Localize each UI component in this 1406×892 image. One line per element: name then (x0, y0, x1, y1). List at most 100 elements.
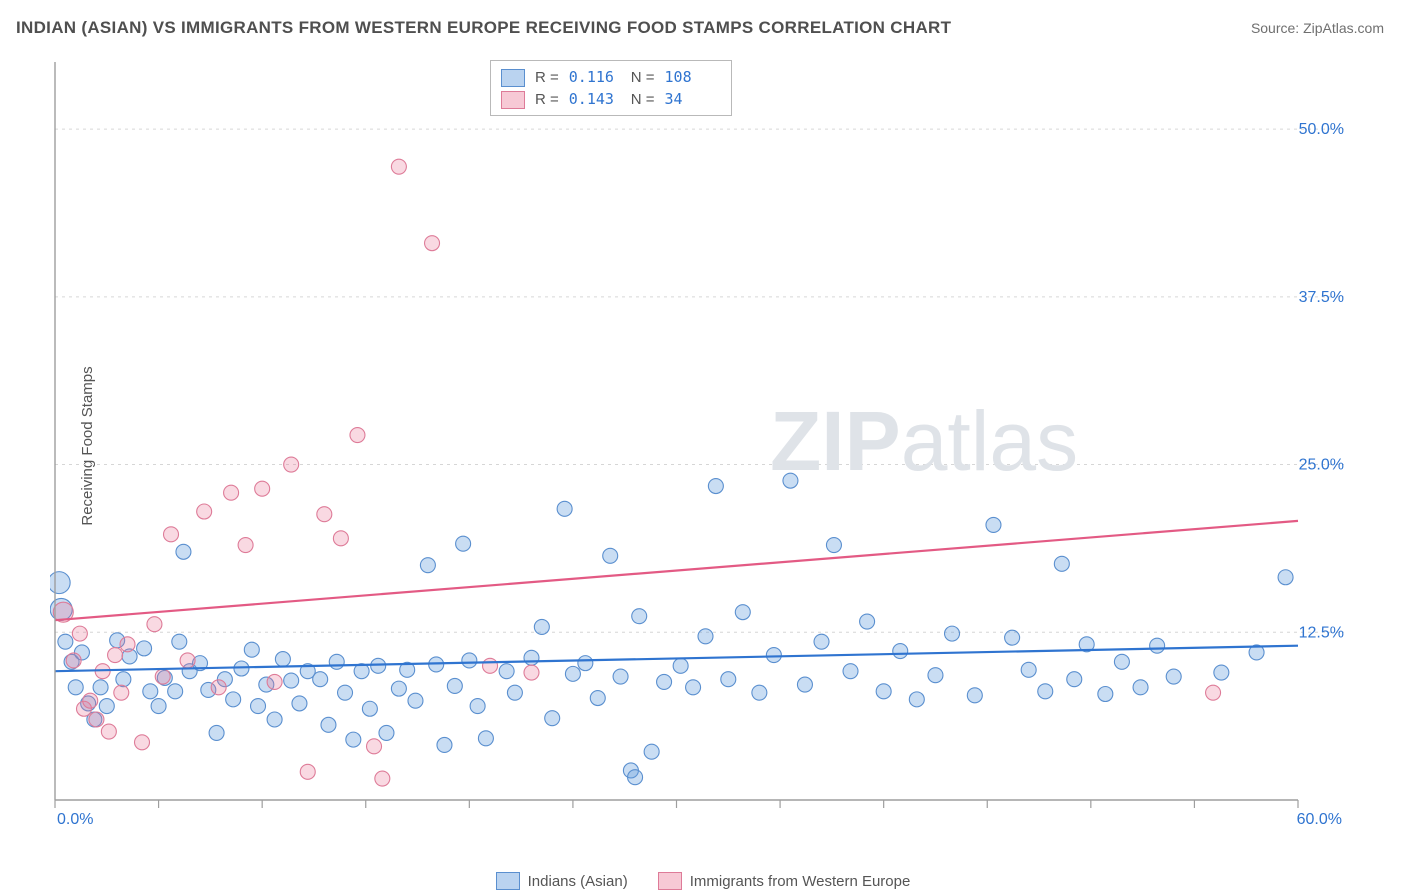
scatter-point-pink (66, 653, 81, 668)
scatter-point-blue (524, 650, 539, 665)
scatter-point-blue (843, 664, 858, 679)
scatter-point-pink (211, 680, 226, 695)
scatter-point-blue (632, 609, 647, 624)
scatter-point-blue (752, 685, 767, 700)
scatter-point-blue (50, 572, 70, 594)
scatter-point-blue (876, 684, 891, 699)
scatter-point-pink (155, 669, 170, 684)
scatter-point-pink (367, 739, 382, 754)
scatter-point-blue (698, 629, 713, 644)
scatter-point-blue (893, 644, 908, 659)
scatter-point-blue (420, 558, 435, 573)
scatter-point-blue (391, 681, 406, 696)
scatter-point-blue (928, 668, 943, 683)
scatter-point-pink (238, 538, 253, 553)
scatter-point-pink (483, 658, 498, 673)
scatter-point-blue (462, 653, 477, 668)
plot-area: ZIPatlas 12.5%25.0%37.5%50.0%0.0%60.0% R… (50, 60, 1350, 830)
scatter-point-blue (68, 680, 83, 695)
n-value-blue: 108 (665, 67, 717, 89)
scatter-point-blue (534, 619, 549, 634)
source-label: Source: ZipAtlas.com (1251, 20, 1384, 36)
scatter-point-blue (735, 605, 750, 620)
y-tick-label: 12.5% (1299, 624, 1344, 641)
watermark: ZIPatlas (770, 394, 1078, 488)
scatter-point-blue (499, 664, 514, 679)
scatter-point-blue (721, 672, 736, 687)
scatter-point-pink (350, 428, 365, 443)
scatter-point-blue (1067, 672, 1082, 687)
scatter-point-blue (628, 770, 643, 785)
scatter-point-blue (137, 641, 152, 656)
scatter-point-blue (613, 669, 628, 684)
swatch-blue (501, 69, 525, 87)
scatter-point-blue (578, 656, 593, 671)
scatter-point-blue (275, 652, 290, 667)
scatter-point-pink (300, 764, 315, 779)
scatter-point-pink (524, 665, 539, 680)
scatter-point-blue (1150, 638, 1165, 653)
scatter-point-pink (317, 507, 332, 522)
scatter-point-pink (375, 771, 390, 786)
chart-title: INDIAN (ASIAN) VS IMMIGRANTS FROM WESTER… (16, 18, 951, 38)
scatter-point-blue (986, 517, 1001, 532)
scatter-point-pink (180, 653, 195, 668)
scatter-point-blue (371, 658, 386, 673)
scatter-point-blue (209, 725, 224, 740)
scatter-point-pink (120, 637, 135, 652)
scatter-point-blue (251, 699, 266, 714)
scatter-point-pink (72, 626, 87, 641)
scatter-point-blue (565, 666, 580, 681)
scatter-point-pink (1206, 685, 1221, 700)
scatter-point-blue (766, 648, 781, 663)
scatter-point-blue (456, 536, 471, 551)
scatter-point-blue (1021, 662, 1036, 677)
scatter-point-blue (507, 685, 522, 700)
scatter-point-blue (338, 685, 353, 700)
scatter-point-blue (470, 699, 485, 714)
scatter-point-pink (114, 685, 129, 700)
scatter-point-pink (147, 617, 162, 632)
scatter-point-blue (99, 699, 114, 714)
scatter-point-pink (89, 712, 104, 727)
legend-label-pink: Immigrants from Western Europe (690, 873, 911, 890)
scatter-point-blue (151, 699, 166, 714)
scatter-point-blue (909, 692, 924, 707)
n-value-pink: 34 (665, 89, 717, 111)
scatter-point-blue (657, 674, 672, 689)
scatter-point-blue (329, 654, 344, 669)
watermark-atlas: atlas (901, 394, 1078, 488)
scatter-point-pink (224, 485, 239, 500)
scatter-point-blue (590, 691, 605, 706)
scatter-svg: ZIPatlas 12.5%25.0%37.5%50.0%0.0%60.0% (50, 60, 1350, 830)
y-tick-label: 37.5% (1299, 289, 1344, 306)
scatter-point-blue (557, 501, 572, 516)
scatter-point-blue (362, 701, 377, 716)
stats-legend-box: R = 0.116 N = 108 R = 0.143 N = 34 (490, 60, 732, 116)
scatter-point-pink (267, 674, 282, 689)
scatter-point-blue (447, 678, 462, 693)
swatch-blue (496, 872, 520, 890)
stats-row-pink: R = 0.143 N = 34 (501, 89, 717, 111)
r-value-pink: 0.143 (569, 89, 621, 111)
n-label: N = (631, 67, 655, 89)
scatter-point-blue (1114, 654, 1129, 669)
r-label: R = (535, 67, 559, 89)
legend-item-blue: Indians (Asian) (496, 872, 628, 890)
scatter-point-blue (168, 684, 183, 699)
scatter-point-blue (408, 693, 423, 708)
scatter-point-blue (783, 473, 798, 488)
x-tick-label: 0.0% (57, 811, 93, 828)
y-tick-label: 25.0% (1299, 457, 1344, 474)
scatter-point-blue (967, 688, 982, 703)
scatter-point-blue (321, 717, 336, 732)
y-tick-label: 50.0% (1299, 121, 1344, 138)
scatter-point-blue (172, 634, 187, 649)
scatter-point-blue (708, 479, 723, 494)
n-label: N = (631, 89, 655, 111)
scatter-point-blue (267, 712, 282, 727)
scatter-point-blue (814, 634, 829, 649)
scatter-point-blue (1278, 570, 1293, 585)
scatter-point-blue (143, 684, 158, 699)
scatter-point-blue (603, 548, 618, 563)
